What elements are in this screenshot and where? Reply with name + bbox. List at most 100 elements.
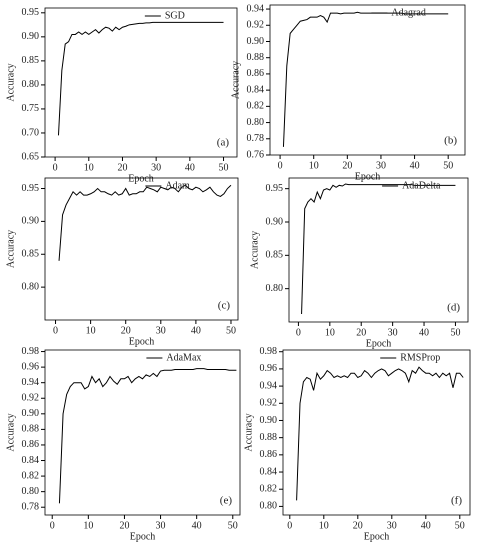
x-tick-label: 0 xyxy=(287,520,292,531)
y-tick-label: 0.85 xyxy=(22,55,40,66)
x-tick-label: 40 xyxy=(191,325,201,336)
legend-label: AdaMax xyxy=(166,352,201,363)
y-tick-label: 0.86 xyxy=(22,439,40,450)
y-tick-label: 0.65 xyxy=(22,151,40,162)
x-tick-label: 30 xyxy=(156,520,166,531)
y-tick-label: 0.78 xyxy=(22,502,40,513)
panel-annotation: (f) xyxy=(451,495,462,507)
y-tick-label: 0.84 xyxy=(22,455,40,466)
y-tick-label: 0.86 xyxy=(247,68,265,79)
x-tick-label: 20 xyxy=(356,327,366,338)
x-axis-label: Epoch xyxy=(128,173,154,184)
x-tick-label: 0 xyxy=(296,327,301,338)
y-axis-label: Accuracy xyxy=(243,413,254,451)
legend-label: RMSProp xyxy=(400,352,440,363)
x-tick-label: 10 xyxy=(309,160,319,171)
y-tick-label: 0.90 xyxy=(22,408,40,419)
y-tick-label: 0.94 xyxy=(22,377,40,388)
x-tick-label: 0 xyxy=(53,162,58,173)
x-axis-label: Epoch xyxy=(129,336,155,347)
panel-annotation: (b) xyxy=(444,135,457,147)
x-tick-label: 30 xyxy=(388,327,398,338)
x-tick-label: 30 xyxy=(156,325,166,336)
y-tick-label: 0.82 xyxy=(247,101,265,112)
plot-frame xyxy=(44,177,239,321)
x-tick-label: 0 xyxy=(53,325,58,336)
subplot: 0.65 0.70 0.75 0.80 0.85 0.90 0.95 0 10 20 30 40 50 E… xyxy=(5,7,238,184)
panel-annotation: (e) xyxy=(220,495,233,507)
y-tick-label: 0.90 xyxy=(260,415,278,426)
x-tick-label: 30 xyxy=(151,162,161,173)
x-tick-label: 40 xyxy=(419,327,429,338)
y-tick-label: 0.82 xyxy=(260,484,278,495)
y-tick-label: 0.95 xyxy=(266,183,284,194)
y-tick-label: 0.85 xyxy=(22,249,40,260)
x-tick-label: 30 xyxy=(387,520,397,531)
y-tick-label: 0.78 xyxy=(247,133,265,144)
subplot: 0.80 0.85 0.90 0.95 0 10 20 30 40 50 Epoch Accuracy… xyxy=(249,177,469,349)
series-line xyxy=(58,184,232,261)
y-tick-label: 0.75 xyxy=(22,103,40,114)
plot-frame xyxy=(288,177,469,323)
series-line xyxy=(58,368,237,504)
x-tick-label: 40 xyxy=(421,520,431,531)
x-tick-label: 10 xyxy=(83,520,93,531)
x-tick-label: 10 xyxy=(325,327,335,338)
y-tick-label: 0.80 xyxy=(266,283,284,294)
y-tick-label: 0.76 xyxy=(247,149,265,160)
subplot: 0.80 0.85 0.90 0.95 0 10 20 30 40 50 Epoch Accuracy… xyxy=(5,177,239,347)
panel-annotation: (d) xyxy=(447,302,460,314)
x-tick-label: 50 xyxy=(443,160,453,171)
y-tick-label: 0.96 xyxy=(260,363,278,374)
x-tick-label: 10 xyxy=(84,162,94,173)
subplot: 0.80 0.82 0.84 0.86 0.88 0.90 0.92 0.94 0.96 0.98… xyxy=(243,346,471,542)
panel-annotation: (a) xyxy=(217,137,230,149)
plot-frame xyxy=(44,349,241,516)
y-tick-label: 0.90 xyxy=(22,216,40,227)
x-tick-label: 50 xyxy=(455,520,465,531)
y-tick-label: 0.88 xyxy=(247,52,265,63)
y-tick-label: 0.96 xyxy=(22,361,40,372)
legend-label: Adam xyxy=(165,180,190,191)
x-tick-label: 50 xyxy=(450,327,460,338)
x-tick-label: 0 xyxy=(50,520,55,531)
y-tick-label: 0.80 xyxy=(247,117,265,128)
x-axis-label: Epoch xyxy=(366,338,392,349)
series-line xyxy=(282,11,449,147)
x-tick-label: 10 xyxy=(319,520,329,531)
y-axis-label: Accuracy xyxy=(5,230,16,268)
x-axis-label: Epoch xyxy=(130,531,156,542)
subplot: 0.78 0.80 0.82 0.84 0.86 0.88 0.90 0.92 0.94 0.96… xyxy=(5,346,241,542)
x-tick-label: 50 xyxy=(228,520,238,531)
y-tick-label: 0.92 xyxy=(22,393,40,404)
x-tick-label: 50 xyxy=(226,325,236,336)
x-tick-label: 20 xyxy=(121,325,131,336)
y-tick-label: 0.95 xyxy=(22,7,40,18)
y-tick-label: 0.98 xyxy=(260,346,278,357)
plot-frame xyxy=(269,4,466,156)
x-axis-label: Epoch xyxy=(355,171,381,182)
legend-label: Adagrad xyxy=(391,7,425,18)
plot-frame xyxy=(282,349,471,516)
x-tick-label: 40 xyxy=(192,520,202,531)
panel-annotation: (c) xyxy=(218,300,231,312)
y-tick-label: 0.95 xyxy=(22,183,40,194)
x-tick-label: 20 xyxy=(353,520,363,531)
y-tick-label: 0.80 xyxy=(22,281,40,292)
y-tick-label: 0.84 xyxy=(260,466,278,477)
y-tick-label: 0.85 xyxy=(266,250,284,261)
x-tick-label: 40 xyxy=(185,162,195,173)
y-tick-label: 0.90 xyxy=(22,31,40,42)
y-tick-label: 0.84 xyxy=(247,84,265,95)
x-tick-label: 50 xyxy=(219,162,229,173)
x-tick-label: 40 xyxy=(410,160,420,171)
y-tick-label: 0.92 xyxy=(247,20,265,31)
y-tick-label: 0.88 xyxy=(22,424,40,435)
x-tick-label: 20 xyxy=(117,162,127,173)
y-tick-label: 0.90 xyxy=(247,36,265,47)
y-tick-label: 0.98 xyxy=(22,346,40,357)
y-axis-label: Accuracy xyxy=(249,231,260,269)
y-tick-label: 0.94 xyxy=(260,380,278,391)
